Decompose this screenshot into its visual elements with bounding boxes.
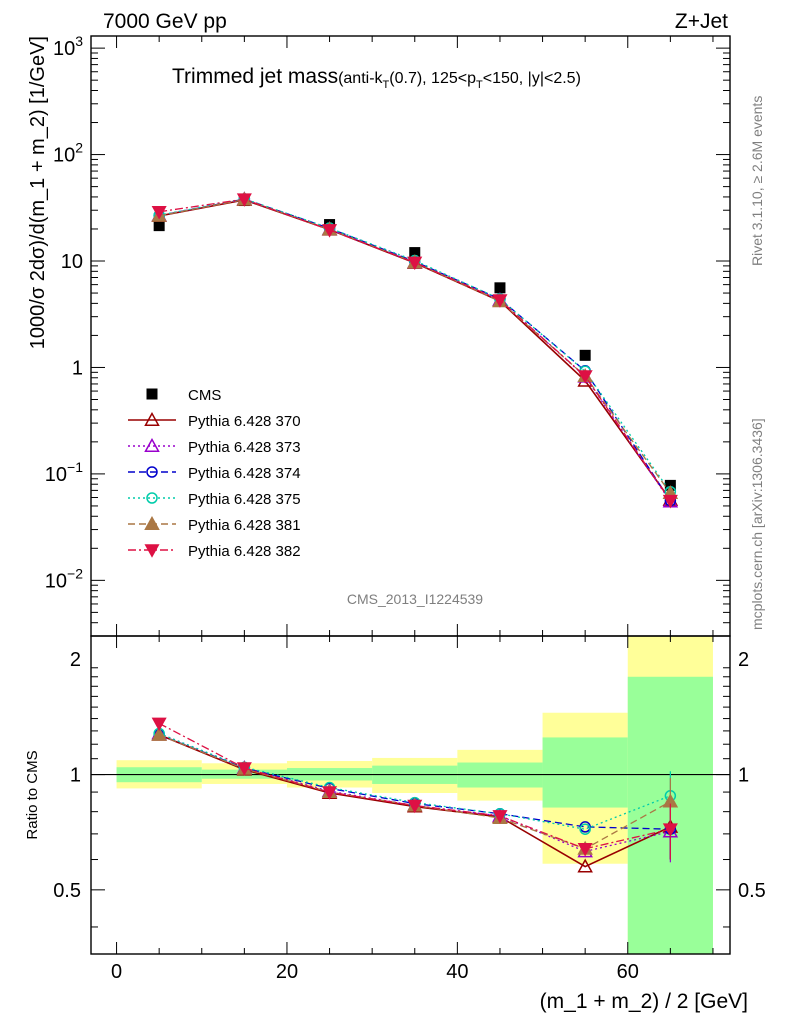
cms-data-point: [579, 349, 591, 361]
header-right-label: Z+Jet: [675, 10, 728, 33]
plot-title-sub-prefix: (anti-k: [338, 70, 383, 87]
plot-title: Trimmed jet mass(anti-kT(0.7), 125<pT<15…: [172, 65, 581, 91]
series-373-line: [159, 198, 671, 502]
series-382-ratio-point: [236, 762, 252, 776]
plot-title-sub-suffix: <150, |y|<2.5): [483, 70, 581, 87]
ratio-band-inner: [542, 737, 628, 808]
plot-title-sub-mid: (0.7), 125<p: [389, 70, 476, 87]
cms-data-point: [153, 220, 165, 232]
ratio-y-tick-label-right: 2: [738, 649, 749, 671]
cms-data-point: [494, 282, 506, 294]
y-tick-label: 1: [72, 357, 83, 379]
legend-series-374-label: Pythia 6.428 374: [188, 465, 301, 482]
series-382-ratio-point: [662, 823, 678, 837]
series-382-point: [322, 224, 338, 238]
legend-series-370-label: Pythia 6.428 370: [188, 413, 301, 430]
x-tick-label: 40: [446, 961, 468, 983]
y-tick-label: 102: [53, 140, 83, 167]
series-382-point: [492, 294, 508, 308]
x-tick-label: 60: [617, 961, 639, 983]
series-375-ratio-point: [579, 823, 591, 835]
series-381-ratio-point: [151, 726, 167, 741]
y-tick-label-exp: −2: [67, 565, 83, 581]
series-382-point: [407, 256, 423, 271]
y-tick-label-base: 1: [72, 357, 83, 379]
ratio-plot-frame: [90, 635, 731, 955]
series-382-ratio-point: [322, 786, 338, 800]
y-tick-label: 10−2: [45, 565, 83, 592]
cms-data-point: [409, 247, 421, 259]
series-382-point: [577, 370, 593, 384]
ratio-y-tick-label-left: 1: [70, 765, 81, 787]
legend-series-382-marker: [144, 544, 160, 558]
y-tick-label-exp: 2: [75, 140, 83, 156]
y-axis-title: 1000/σ 2dσ)/d(m_1 + m_2) [1/GeV]: [27, 36, 49, 349]
series-382-ratio-point: [492, 810, 508, 824]
series-382-point: [236, 193, 252, 207]
legend-series-370-marker: [144, 411, 160, 426]
legend-series-375-marker: [146, 492, 158, 504]
y-tick-label-exp: 3: [75, 33, 83, 49]
y-tick-label: 10: [61, 251, 83, 273]
y-tick-label: 10−1: [45, 459, 83, 486]
y-tick-label-base: 10: [53, 145, 75, 167]
header-left-label: 7000 GeV pp: [103, 10, 227, 33]
y-tick-label-exp: −1: [67, 459, 83, 475]
y-tick-label-base: 10: [45, 570, 67, 592]
x-axis-title: (m_1 + m_2) / 2 [GeV]: [540, 990, 748, 1013]
ratio-y-axis-title: Ratio to CMS: [24, 750, 41, 839]
ratio-y-tick-label-left: 0.5: [53, 880, 81, 902]
series-382-ratio-point: [407, 799, 423, 814]
analysis-id: CMS_2013_I1224539: [347, 591, 483, 607]
plot-title-sub-t1: T: [383, 79, 390, 91]
ratio-y-tick-label-right: 1: [738, 765, 749, 787]
series-382-point: [151, 205, 167, 220]
main-plot-frame: [90, 35, 731, 637]
legend-series-381-marker: [144, 515, 160, 530]
series-382-point: [662, 494, 678, 509]
axes-frames: [90, 35, 731, 955]
ratio-y-tick-label-right: 0.5: [738, 880, 766, 902]
legend-series-382-label: Pythia 6.428 382: [188, 543, 301, 560]
legend: CMS Pythia 6.428 370 Pythia 6.428 373 Pythi…: [128, 387, 301, 560]
ratio-y-tick-label-left: 2: [70, 649, 81, 671]
ratio-bands: [91, 636, 730, 954]
legend-series-375-label: Pythia 6.428 375: [188, 491, 301, 508]
mcplots-label: mcplots.cern.ch [arXiv:1306.3436]: [749, 418, 765, 630]
plot-title-main: Trimmed jet mass: [172, 65, 338, 88]
legend-series-381-label: Pythia 6.428 381: [188, 517, 301, 534]
series-370-ratio-point: [577, 858, 593, 873]
legend-series-373-label: Pythia 6.428 373: [188, 439, 301, 456]
y-tick-label-base: 10: [53, 38, 75, 60]
x-tick-label: 0: [111, 961, 122, 983]
series-382-ratio-point: [577, 842, 593, 857]
plot-title-sub-t2: T: [476, 79, 483, 91]
legend-series-373-marker: [144, 437, 160, 452]
y-tick-label: 103: [53, 33, 83, 60]
rivet-version-label: Rivet 3.1.10, ≥ 2.6M events: [749, 96, 765, 266]
y-tick-label-base: 10: [61, 251, 83, 273]
series-382-ratio-point: [151, 717, 167, 732]
y-tick-label-base: 10: [45, 464, 67, 486]
main-lines: [151, 191, 679, 509]
x-tick-label: 20: [276, 961, 298, 983]
ratio-lines: [151, 717, 679, 873]
legend-label-cms: CMS: [188, 387, 221, 404]
legend-series-374-marker: [146, 466, 158, 478]
legend-marker-cms: [146, 388, 158, 400]
